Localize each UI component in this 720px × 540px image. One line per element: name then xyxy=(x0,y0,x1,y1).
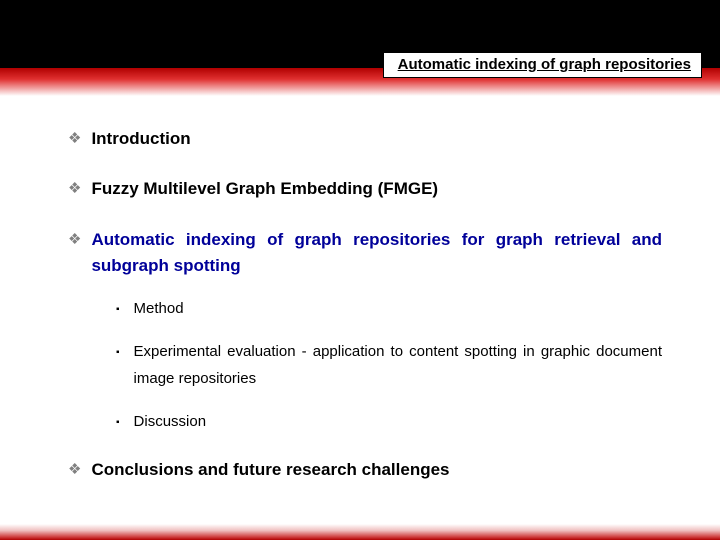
diamond-bullet-icon: ❖ xyxy=(68,127,81,150)
square-bullet-icon: ▪ xyxy=(116,344,120,362)
outline-subitem-label: Method xyxy=(134,295,184,322)
outline-item: ❖ Conclusions and future research challe… xyxy=(68,457,662,483)
outline-item-active: ❖ Automatic indexing of graph repositori… xyxy=(68,227,662,280)
outline-subitem: ▪ Experimental evaluation - application … xyxy=(116,338,662,392)
square-bullet-icon: ▪ xyxy=(116,414,120,432)
slide-title: Automatic indexing of graph repositories xyxy=(398,56,691,73)
diamond-bullet-icon: ❖ xyxy=(68,458,81,481)
outline-subitem: ▪ Method xyxy=(116,295,662,322)
outline-subitem-label: Experimental evaluation - application to… xyxy=(134,338,662,392)
square-bullet-icon: ▪ xyxy=(116,301,120,319)
outline-item-label: Fuzzy Multilevel Graph Embedding (FMGE) xyxy=(91,176,438,202)
outline-sublist: ▪ Method ▪ Experimental evaluation - app… xyxy=(116,295,662,435)
diamond-bullet-icon: ❖ xyxy=(68,228,81,251)
outline-item-label: Conclusions and future research challeng… xyxy=(91,457,449,483)
outline-item-label: Automatic indexing of graph repositories… xyxy=(91,227,662,280)
outline-subitem-label: Discussion xyxy=(134,408,207,435)
outline-item: ❖ Introduction xyxy=(68,126,662,152)
outline-content: ❖ Introduction ❖ Fuzzy Multilevel Graph … xyxy=(0,96,720,484)
slide: Automatic indexing of graph repositories… xyxy=(0,0,720,540)
title-box: Automatic indexing of graph repositories xyxy=(383,52,702,78)
outline-item-label: Introduction xyxy=(91,126,190,152)
footer-red-gradient xyxy=(0,524,720,540)
diamond-bullet-icon: ❖ xyxy=(68,177,81,200)
outline-subitem: ▪ Discussion xyxy=(116,408,662,435)
outline-item: ❖ Fuzzy Multilevel Graph Embedding (FMGE… xyxy=(68,176,662,202)
